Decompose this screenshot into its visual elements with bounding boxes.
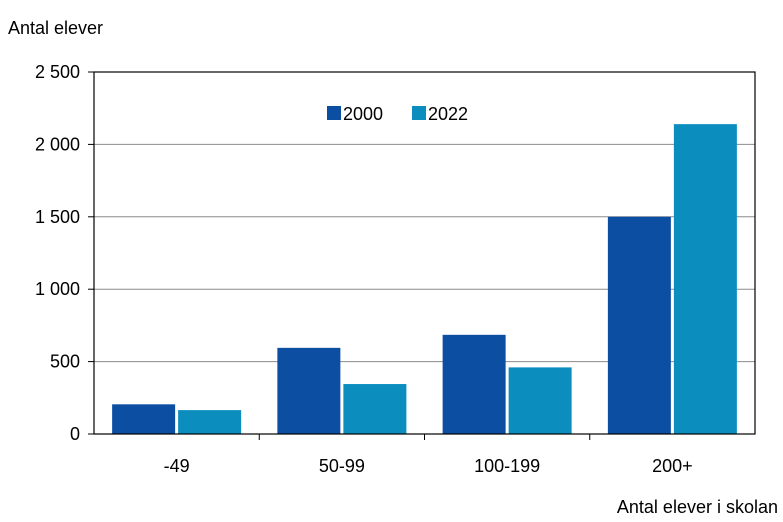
plot-frame <box>93 71 756 435</box>
y-tick-label: 2 500 <box>35 62 80 82</box>
y-tick-label: 1 500 <box>35 207 80 227</box>
bar-2000-50-99 <box>277 347 341 434</box>
bar-2022-200+ <box>673 124 737 435</box>
legend-swatch <box>412 106 426 120</box>
y-tick-label: 500 <box>50 352 80 372</box>
y-axis-title: Antal elever <box>8 18 103 38</box>
bar-2000-200+ <box>607 216 671 434</box>
x-axis-title: Antal elever i skolan <box>617 497 778 517</box>
legend: 2000 2022 <box>327 104 468 124</box>
y-tick-label: 2 000 <box>35 134 80 154</box>
legend-label: 2022 <box>428 104 468 124</box>
x-tick-label: 200+ <box>652 456 693 476</box>
bar-2022-100-199 <box>508 367 572 434</box>
legend-swatch <box>327 106 341 120</box>
labels: 0 500 1 000 1 500 2 000 2 500 -49 50-99 100-199 2… <box>35 62 693 476</box>
x-tick-label: 100-199 <box>474 456 540 476</box>
x-tick-label: -49 <box>164 456 190 476</box>
bar-2022-50-99 <box>343 384 407 434</box>
x-tick-label: 50-99 <box>319 456 365 476</box>
bar-2000--49 <box>112 404 176 434</box>
bars <box>112 124 737 435</box>
bar-2022--49 <box>178 410 242 434</box>
legend-label: 2000 <box>343 104 383 124</box>
bar-2000-100-199 <box>442 334 506 434</box>
y-tick-label: 1 000 <box>35 279 80 299</box>
y-tick-label: 0 <box>70 424 80 444</box>
axes <box>88 71 756 440</box>
